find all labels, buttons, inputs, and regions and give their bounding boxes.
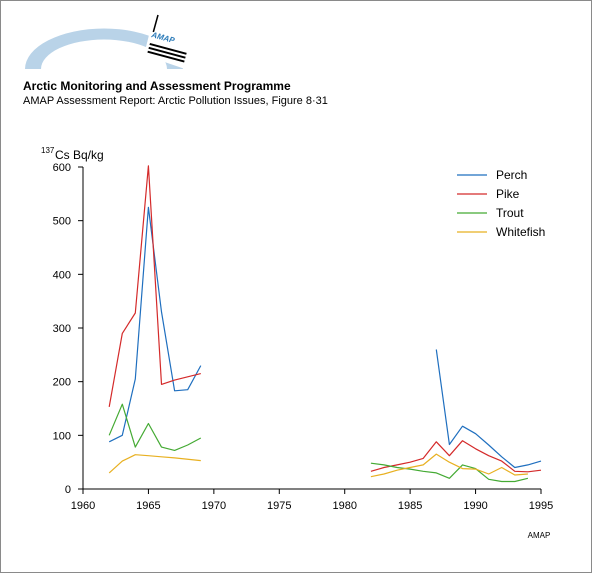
chart-series (108, 165, 542, 483)
x-tick-label: 1970 (202, 500, 226, 512)
chart-legend: Perch Pike Trout Whitefish (457, 168, 545, 239)
series-line-trout (108, 403, 202, 451)
y-tick-label: 200 (53, 377, 71, 389)
series-line-perch (435, 349, 542, 469)
y-tick-label: 500 (53, 216, 71, 228)
logo-flag-lines (147, 43, 187, 63)
y-tick-label: 100 (53, 430, 71, 442)
x-tick-label: 1960 (71, 500, 95, 512)
x-tick-label: 1995 (529, 500, 553, 512)
organization-title: Arctic Monitoring and Assessment Program… (23, 79, 291, 93)
series-line-perch (108, 206, 202, 443)
y-tick-label: 600 (53, 162, 71, 174)
x-tick-label: 1980 (332, 500, 356, 512)
series-line-whitefish (108, 454, 201, 474)
chart-axes: 0 100 200 300 400 500 600 1960 1965 1970 1975 1980 1… (53, 162, 554, 512)
x-tick-label: 1975 (267, 500, 291, 512)
credit-label: AMAP (528, 531, 551, 540)
y-axis-label-superscript: 137 (41, 146, 55, 155)
series-line-trout (370, 462, 529, 483)
legend-label-trout: Trout (496, 206, 524, 220)
x-tick-label: 1990 (463, 500, 487, 512)
amap-logo: AMAP (25, 14, 194, 69)
x-tick-label: 1985 (398, 500, 422, 512)
legend-label-whitefish: Whitefish (496, 225, 545, 239)
legend-label-pike: Pike (496, 187, 520, 201)
series-line-whitefish (370, 453, 528, 478)
y-axis-label: Cs Bq/kg (55, 148, 104, 162)
legend-label-perch: Perch (496, 168, 527, 182)
series-line-pike (108, 165, 201, 408)
y-tick-label: 0 (65, 484, 71, 496)
logo-arc (25, 28, 183, 69)
y-tick-label: 400 (53, 269, 71, 281)
y-tick-label: 300 (53, 323, 71, 335)
series-line-pike (370, 440, 542, 473)
report-subtitle: AMAP Assessment Report: Arctic Pollution… (23, 95, 328, 107)
x-tick-label: 1965 (136, 500, 160, 512)
